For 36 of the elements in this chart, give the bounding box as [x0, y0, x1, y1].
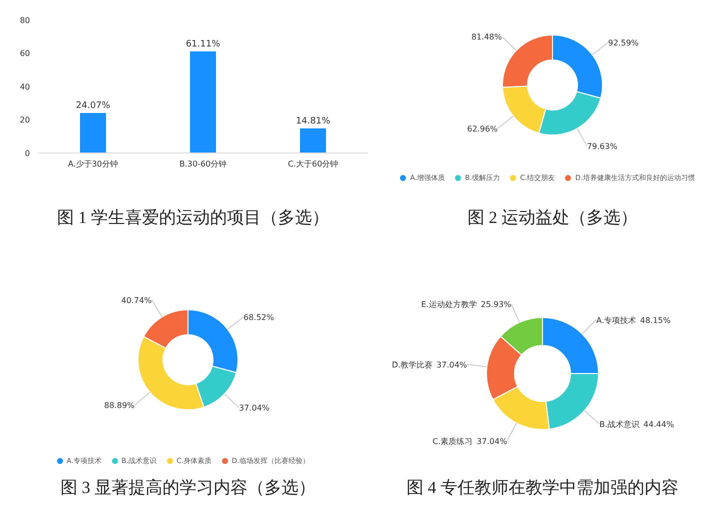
data-label: 37.04%	[239, 403, 270, 412]
data-label: 25.93%	[480, 300, 512, 309]
data-label: 92.59%	[608, 38, 640, 48]
data-label: 44.44%	[643, 419, 674, 428]
data-label: 37.04%	[436, 360, 468, 369]
bar	[80, 112, 106, 153]
data-label: 79.63%	[586, 141, 618, 150]
data-label: 62.96%	[467, 124, 498, 133]
data-label: 14.81%	[296, 116, 331, 126]
y-tick-label: 20	[20, 116, 30, 125]
data-label: 48.15%	[640, 315, 672, 324]
x-tick-label: A.少于30分钟	[68, 160, 118, 169]
slice-label: D.教学比赛	[392, 360, 433, 369]
slice-label: C.素质练习	[432, 436, 473, 446]
data-label: 81.48%	[471, 32, 502, 42]
slice-label: A.专项技术	[596, 315, 636, 324]
bar	[300, 128, 326, 153]
data-label: 61.11%	[186, 39, 221, 50]
x-tick-label: C.大于60分钟	[288, 160, 338, 169]
data-label: 24.07%	[76, 100, 111, 111]
data-label: 68.52%	[243, 312, 274, 322]
y-tick-label: 40	[20, 82, 30, 92]
data-label: 37.04%	[476, 436, 508, 446]
y-tick-label: 0	[24, 148, 30, 158]
text: 图 2 运动益处（多选）	[466, 207, 638, 229]
slice-label: E.运动处方教学	[421, 300, 477, 309]
slice-label: B.战术意识	[599, 419, 640, 428]
text: 图 4 专任教师在教学中需加强的内容	[406, 477, 680, 499]
x-tick-label: B.30-60分钟	[179, 160, 227, 169]
data-label: 88.89%	[104, 400, 136, 410]
data-label: 40.74%	[121, 295, 152, 304]
bar	[190, 51, 216, 153]
y-tick-label: 60	[20, 49, 30, 58]
text: 图 3 显著提高的学习内容（多选）	[60, 477, 316, 499]
text: 图 1 学生喜爱的运动的项目（多选）	[56, 207, 330, 229]
y-tick-label: 80	[20, 16, 30, 25]
